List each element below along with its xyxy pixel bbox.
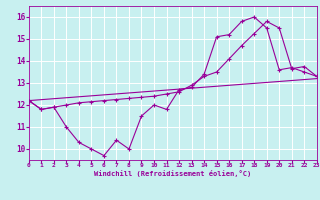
X-axis label: Windchill (Refroidissement éolien,°C): Windchill (Refroidissement éolien,°C) [94,170,252,177]
